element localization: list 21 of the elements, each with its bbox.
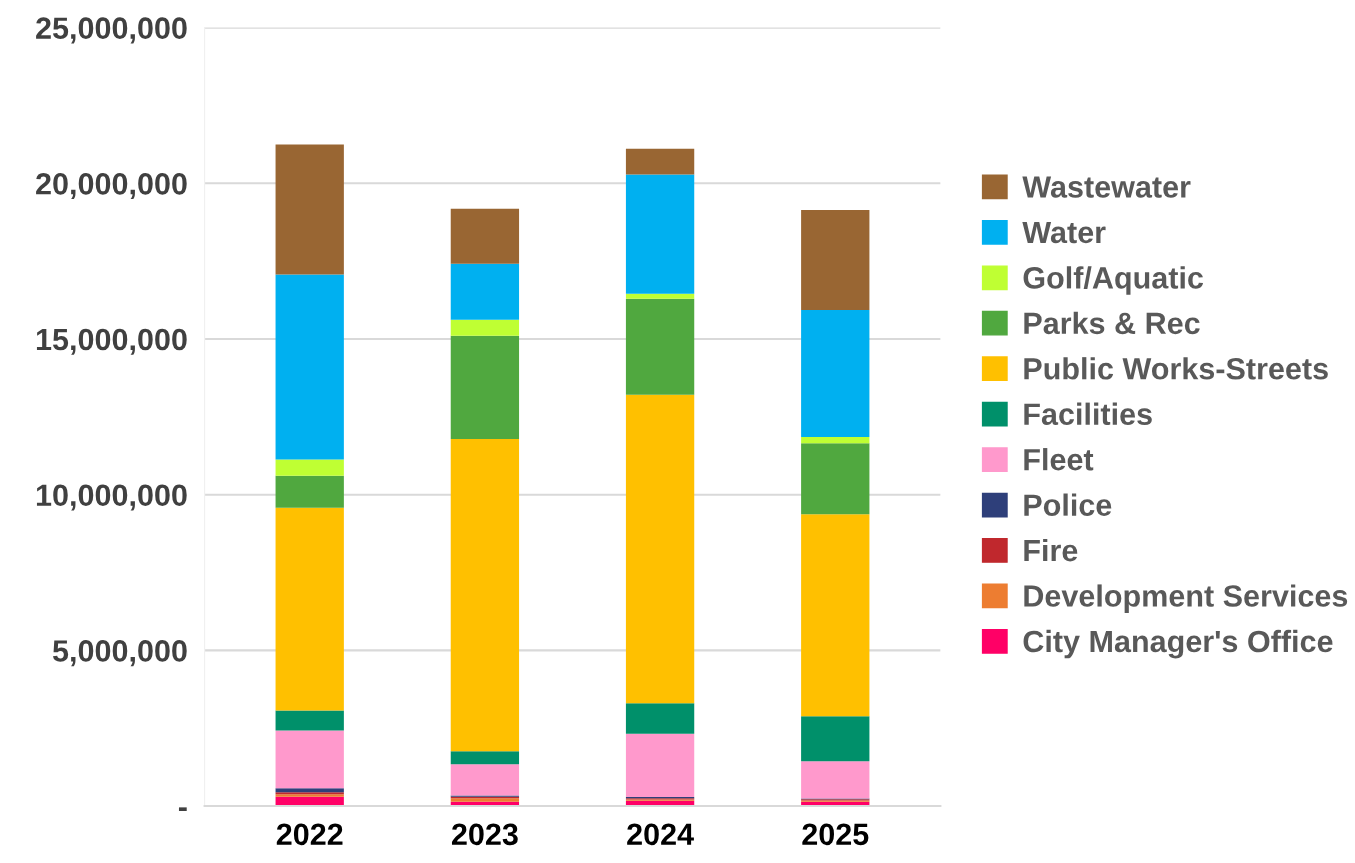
legend-label: Police xyxy=(1024,493,1112,516)
legend-label: Development Services xyxy=(1024,584,1348,613)
legend-label: Water xyxy=(1022,221,1106,244)
legend-label: Fire xyxy=(1024,538,1078,562)
legend-label: Wastewater xyxy=(1022,176,1191,198)
legend-label: City Manager's Office xyxy=(1023,629,1333,659)
x-tick-label: 2023 xyxy=(451,823,518,846)
x-tick-label: 2025 xyxy=(802,823,869,846)
y-tick-label: 25,000,000 xyxy=(36,17,187,44)
y-tick-label: - xyxy=(178,807,187,812)
legend-label: Facilities xyxy=(1024,402,1152,426)
y-tick-label: 10,000,000 xyxy=(36,484,187,511)
x-tick-label: 2024 xyxy=(627,823,694,846)
legend-label: Public Works-Streets xyxy=(1024,357,1328,380)
x-tick-label: 2022 xyxy=(276,823,343,846)
legend-label: Golf/Aquatic xyxy=(1023,266,1204,295)
y-tick-label: 15,000,000 xyxy=(36,328,187,355)
legend-label: Parks & Rec xyxy=(1024,311,1200,335)
y-tick-label: 5,000,000 xyxy=(52,640,187,667)
y-tick-label: 20,000,000 xyxy=(36,173,187,200)
legend-label: Fleet xyxy=(1024,448,1094,471)
